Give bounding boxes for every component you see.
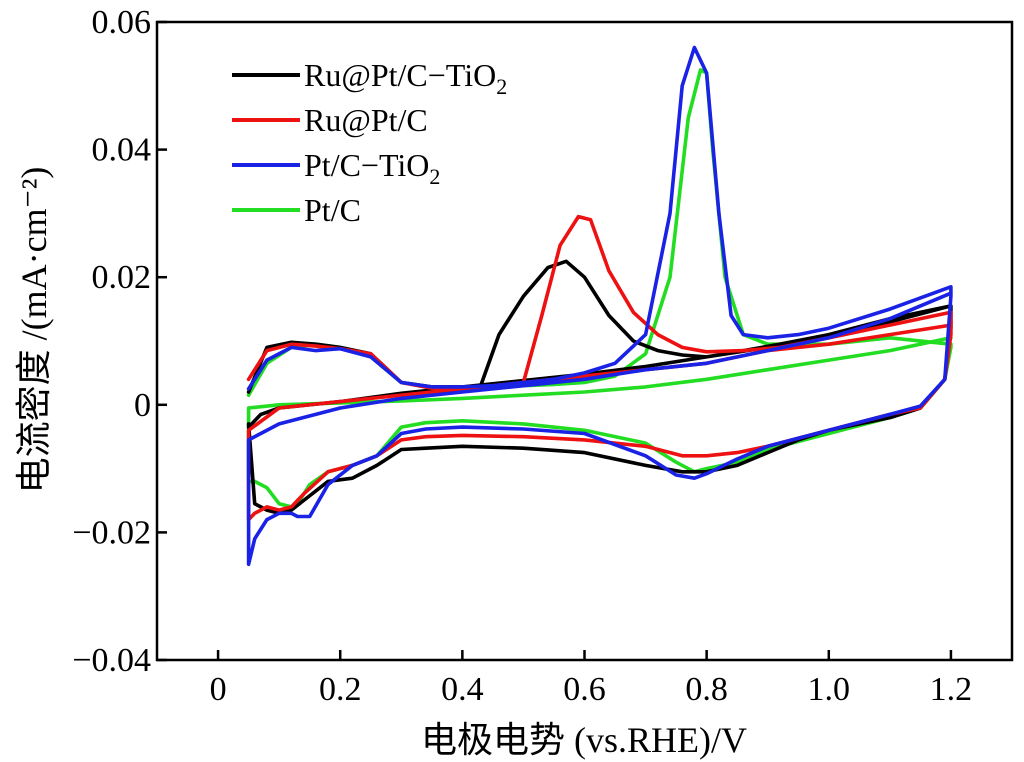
legend-label: Ru@Pt/C (304, 102, 428, 138)
y-tick-label: 0.02 (92, 259, 152, 296)
x-tick-label: 0.4 (441, 671, 484, 708)
series-line-2 (246, 45, 953, 567)
x-axis-title: 电极电势 (vs.RHE)/V (421, 720, 747, 760)
y-tick-label: 0.04 (92, 132, 152, 169)
axes (155, 20, 1014, 662)
y-axis-title: 电流密度 /(mA·cm⁻²) (14, 167, 54, 494)
y-tick-label: 0.06 (92, 4, 152, 41)
legend-label: Ru@Pt/C−TiO2 (304, 57, 507, 99)
x-tick-label: 1.2 (930, 671, 973, 708)
series-line-0 (246, 259, 953, 516)
y-tick-label: −0.04 (72, 642, 151, 679)
ticks: 0 0.2 0.4 0.6 0.8 1.0 1.2 0.06 0.04 0.02 0 −0.02 −0.… (72, 4, 972, 708)
legend-label: Pt/C−TiO2 (304, 147, 440, 189)
y-tick-label: 0 (134, 387, 151, 424)
x-tick-label: 1.0 (808, 671, 851, 708)
plot-frame (155, 20, 1014, 662)
y-tick-label: −0.02 (72, 514, 151, 551)
series-line-1 (246, 214, 953, 522)
legend-label: Pt/C (304, 192, 361, 228)
x-tick-label: 0.2 (319, 671, 362, 708)
series-layer (246, 45, 953, 567)
x-tick-label: 0.6 (563, 671, 606, 708)
x-tick-label: 0 (210, 671, 227, 708)
x-tick-label: 0.8 (685, 671, 728, 708)
